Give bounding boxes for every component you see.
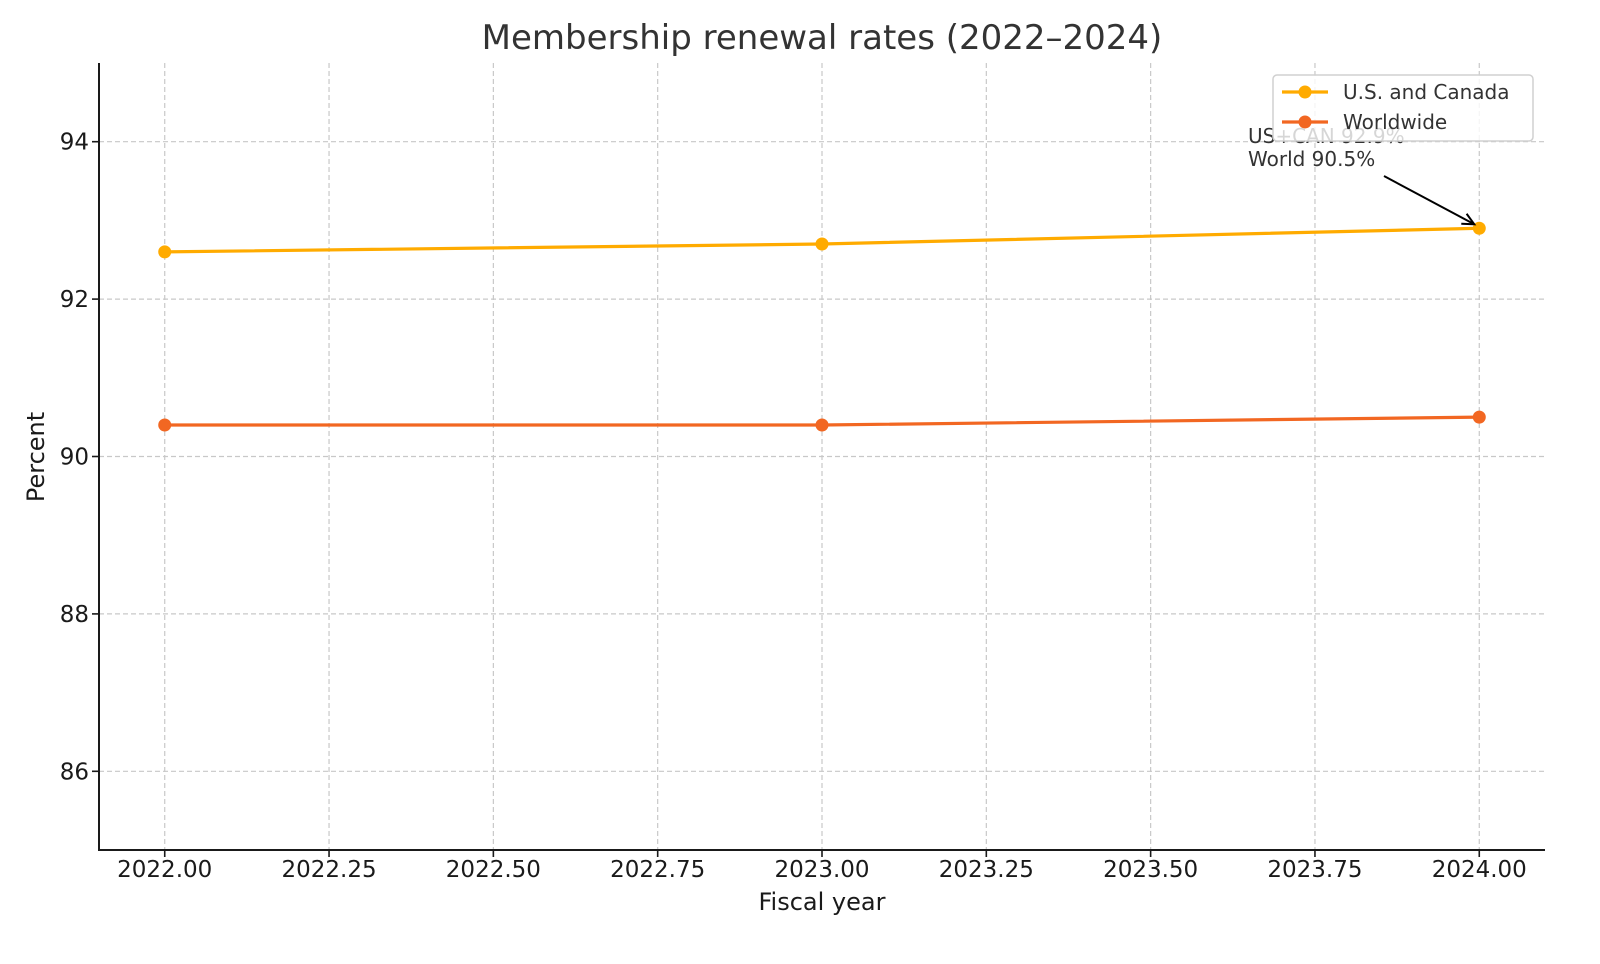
x-tick-label: 2023.75 xyxy=(1267,857,1362,883)
y-tick-label: 88 xyxy=(60,602,89,628)
legend-item: Worldwide xyxy=(1282,110,1447,134)
data-point-marker xyxy=(815,237,829,251)
x-tick-label: 2022.00 xyxy=(117,857,212,883)
y-tick-label: 94 xyxy=(60,130,89,156)
y-tick-label: 92 xyxy=(60,287,89,313)
data-series xyxy=(158,221,1486,432)
data-point-marker xyxy=(815,418,829,432)
x-tick-label: 2022.75 xyxy=(610,857,705,883)
y-tick-label: 86 xyxy=(60,759,89,785)
y-axis-ticks: 86 88 90 92 94 xyxy=(60,130,99,785)
series-us-and-canada xyxy=(158,221,1486,259)
annotation-arrow xyxy=(1383,175,1475,226)
series-worldwide xyxy=(158,410,1486,432)
x-tick-label: 2022.25 xyxy=(281,857,376,883)
chart-title: Membership renewal rates (2022–2024) xyxy=(482,18,1163,58)
legend-item: U.S. and Canada xyxy=(1282,80,1510,104)
y-tick-label: 90 xyxy=(60,445,89,471)
legend-label: U.S. and Canada xyxy=(1343,80,1510,104)
arrowhead-icon xyxy=(1461,213,1477,226)
x-axis-ticks: 2022.00 2022.25 2022.50 2022.75 2023.00 2023.… xyxy=(117,850,1527,883)
legend: U.S. and Canada Worldwide xyxy=(1272,74,1534,142)
grid-lines xyxy=(99,63,1545,850)
legend-marker-icon xyxy=(1298,85,1312,99)
legend-box xyxy=(1272,74,1534,142)
data-point-marker xyxy=(1472,410,1486,424)
data-point-marker xyxy=(158,418,172,432)
y-axis-label: Percent xyxy=(22,412,50,502)
x-tick-label: 2023.50 xyxy=(1103,857,1198,883)
legend-marker-icon xyxy=(1298,115,1312,129)
data-point-marker xyxy=(158,245,172,259)
x-axis-label: Fiscal year xyxy=(759,888,886,916)
x-tick-label: 2023.25 xyxy=(939,857,1034,883)
x-tick-label: 2024.00 xyxy=(1432,857,1527,883)
x-tick-label: 2022.50 xyxy=(446,857,541,883)
annotation-text: World 90.5% xyxy=(1248,147,1375,171)
legend-label: Worldwide xyxy=(1343,110,1447,134)
x-tick-label: 2023.00 xyxy=(774,857,869,883)
